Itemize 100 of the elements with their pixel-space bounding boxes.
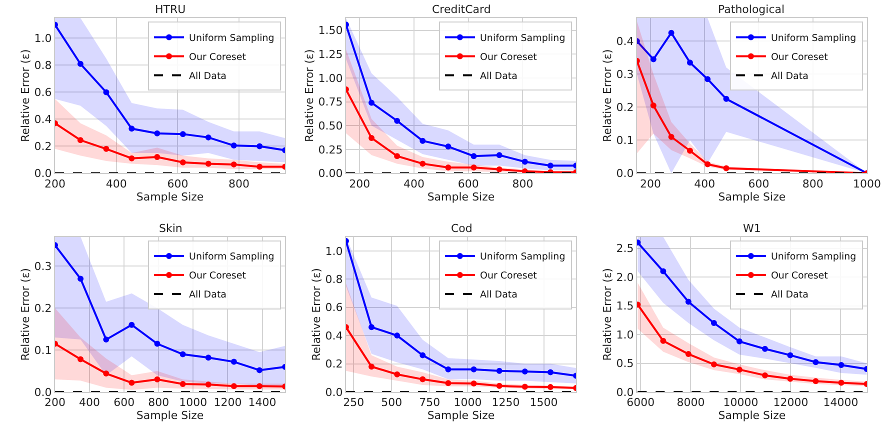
point xyxy=(685,298,692,305)
point xyxy=(787,352,794,358)
point xyxy=(496,382,502,389)
point xyxy=(205,354,212,361)
x-tick-label: 10000 xyxy=(723,396,758,410)
legend-label: All Data xyxy=(480,70,518,82)
y-tick-label: 0.4 xyxy=(616,34,634,48)
x-axis-title: Sample Size xyxy=(427,409,495,422)
legend-label: All Data xyxy=(189,70,226,82)
point xyxy=(650,56,656,62)
point xyxy=(686,60,693,66)
x-tick-label: 1000 xyxy=(454,396,482,410)
point xyxy=(128,155,135,162)
point xyxy=(723,165,730,172)
point xyxy=(230,358,237,365)
x-tick-label: 200 xyxy=(44,396,66,410)
point xyxy=(394,371,400,378)
point xyxy=(368,324,375,330)
chart-title: Skin xyxy=(159,222,182,235)
x-tick-label: 600 xyxy=(114,396,135,410)
x-tick-label: 8000 xyxy=(676,396,705,410)
point xyxy=(470,153,477,160)
chart-title: W1 xyxy=(743,222,761,235)
legend-label: Uniform Sampling xyxy=(770,252,856,263)
legend-label: Our Coreset xyxy=(480,270,538,282)
y-tick-label: 2.0 xyxy=(616,270,634,284)
point xyxy=(103,370,110,377)
point xyxy=(838,380,844,386)
y-tick-label: 0.6 xyxy=(325,301,343,314)
x-tick-label: 1000 xyxy=(853,177,882,190)
x-tick-label: 200 xyxy=(349,177,370,190)
point xyxy=(128,126,135,132)
point xyxy=(470,380,477,387)
legend-label: Our Coreset xyxy=(189,270,246,282)
y-tick-label: 0.2 xyxy=(616,101,634,114)
legend-label: Uniform Sampling xyxy=(189,32,274,44)
point xyxy=(547,384,554,390)
y-tick-label: 0.6 xyxy=(34,86,52,100)
x-tick-label: 250 xyxy=(343,396,364,410)
y-tick-label: 0.8 xyxy=(34,59,52,72)
point xyxy=(762,346,768,352)
point xyxy=(522,158,528,165)
point xyxy=(205,134,212,140)
x-tick-label: 600 xyxy=(748,177,770,190)
point xyxy=(368,100,375,106)
y-tick-label: 1.5 xyxy=(616,300,634,313)
x-tick-label: 800 xyxy=(512,177,534,190)
x-tick-label: 400 xyxy=(694,177,716,190)
x-axis-title: Sample Size xyxy=(136,409,204,422)
legend-label: Uniform Sampling xyxy=(480,252,566,263)
point xyxy=(128,380,135,386)
y-tick-label: 0.25 xyxy=(318,143,343,156)
y-axis-title: Relative Error (ε) xyxy=(18,49,32,142)
y-tick-label: 0.1 xyxy=(616,134,634,148)
point xyxy=(394,118,400,124)
point xyxy=(668,134,674,140)
y-axis-title: Relative Error (ε) xyxy=(600,49,614,142)
point xyxy=(205,381,212,388)
point xyxy=(470,164,477,170)
legend-label: All Data xyxy=(770,70,808,82)
point xyxy=(420,138,426,144)
legend-label: All Data xyxy=(189,290,226,301)
point xyxy=(205,160,212,167)
y-tick-label: 1.50 xyxy=(318,24,343,38)
y-tick-label: 0.2 xyxy=(325,358,343,371)
point xyxy=(103,89,110,96)
y-tick-label: 0.75 xyxy=(318,96,343,109)
y-tick-label: 0.8 xyxy=(325,272,343,286)
legend-label: All Data xyxy=(480,290,518,301)
point xyxy=(496,166,502,172)
point xyxy=(78,356,84,362)
point xyxy=(420,352,426,358)
point xyxy=(787,376,794,382)
point xyxy=(368,364,375,370)
x-tick-label: 600 xyxy=(167,177,188,190)
point xyxy=(368,134,375,141)
legend-label: Uniform Sampling xyxy=(480,32,566,44)
point xyxy=(660,338,666,344)
y-tick-label: 0.3 xyxy=(34,260,52,273)
point xyxy=(103,146,110,152)
point xyxy=(710,361,717,368)
y-tick-label: 1.0 xyxy=(325,244,343,258)
y-tick-label: 0.00 xyxy=(318,167,343,180)
point xyxy=(496,152,502,158)
legend-label: Our Coreset xyxy=(770,270,828,282)
x-tick-label: 1000 xyxy=(179,396,208,410)
point xyxy=(256,383,262,390)
point xyxy=(547,369,554,376)
point xyxy=(154,130,160,136)
point xyxy=(154,154,160,160)
point xyxy=(685,351,692,358)
point xyxy=(522,384,528,390)
y-tick-label: 0.0 xyxy=(34,386,52,399)
point xyxy=(394,332,400,339)
y-axis-title: Relative Error (ε) xyxy=(302,49,316,142)
x-tick-label: 1250 xyxy=(492,396,520,410)
point xyxy=(812,359,819,366)
y-tick-label: 1.0 xyxy=(34,32,52,46)
y-tick-label: 2.5 xyxy=(616,242,634,256)
point xyxy=(256,164,263,170)
